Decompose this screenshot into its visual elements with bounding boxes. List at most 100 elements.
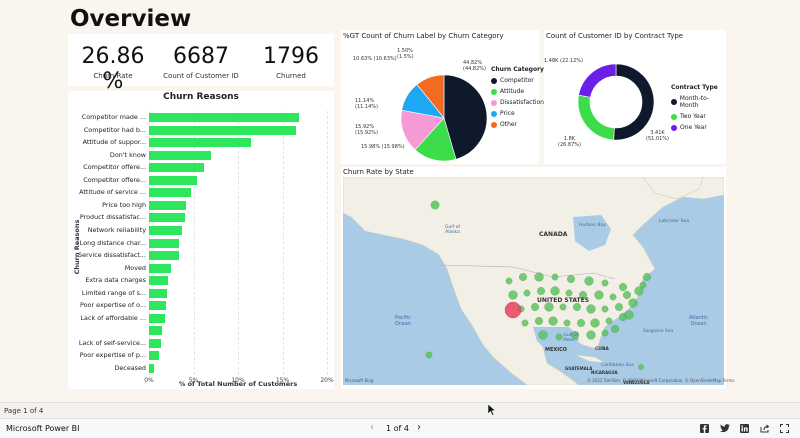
churn-reason-bar[interactable]: [149, 163, 205, 173]
map-label-gulf-alaska: Gulf of Alaska: [445, 225, 460, 235]
state-bubble[interactable]: [601, 305, 609, 313]
churn-reason-bar[interactable]: [149, 238, 180, 248]
state-bubble[interactable]: [601, 329, 609, 337]
churn-reason-bar[interactable]: [149, 313, 166, 323]
churn-reason-bar[interactable]: [149, 338, 162, 348]
twitter-icon[interactable]: [720, 424, 730, 433]
pie-legend-item[interactable]: Price: [491, 110, 544, 117]
churn-reason-bar[interactable]: [149, 213, 186, 223]
state-bubble[interactable]: [594, 290, 604, 300]
legend-label: Other: [500, 121, 518, 128]
state-bubble[interactable]: [534, 272, 544, 282]
donut-legend-item[interactable]: Month-to-Month: [671, 95, 726, 109]
state-bubble[interactable]: [538, 330, 548, 340]
pie-legend-item[interactable]: Attitude: [491, 88, 544, 95]
state-bubble[interactable]: [586, 330, 596, 340]
churn-reason-bar[interactable]: [149, 288, 167, 298]
state-bubble[interactable]: [565, 289, 573, 297]
state-bubble[interactable]: [572, 302, 581, 311]
state-bubble[interactable]: [586, 304, 596, 314]
state-bubble[interactable]: [578, 290, 587, 299]
share-icon[interactable]: [760, 424, 770, 433]
pie-legend-item[interactable]: Dissatisfaction: [491, 99, 544, 106]
state-bubble[interactable]: [536, 286, 545, 295]
state-bubble[interactable]: [566, 274, 575, 283]
contract-type-donut-visual[interactable]: Count of Customer ID by Contract Type 1.…: [544, 30, 726, 164]
state-bubble[interactable]: [576, 318, 585, 327]
pie-slice[interactable]: [443, 74, 488, 160]
churn-reason-bar[interactable]: [149, 326, 163, 336]
state-bubble[interactable]: [530, 302, 539, 311]
linkedin-icon[interactable]: [740, 424, 749, 433]
state-bubble[interactable]: [601, 279, 609, 287]
pie-title: %GT Count of Churn Label by Churn Catego…: [343, 32, 504, 40]
churn-reason-bar[interactable]: [149, 263, 172, 273]
next-page-button[interactable]: ›: [417, 422, 421, 433]
state-bubble[interactable]: [555, 333, 563, 341]
churn-reason-bar[interactable]: [149, 113, 300, 123]
pie-slice[interactable]: [414, 117, 457, 162]
pie-legend-item[interactable]: Other: [491, 121, 544, 128]
state-bubble[interactable]: [508, 290, 518, 300]
state-bubble[interactable]: [643, 272, 652, 281]
churn-reasons-visual[interactable]: Churn Reasons Churn Reasons 0% 5% 10% 15% 20…: [68, 91, 334, 389]
churn-reason-bar[interactable]: [149, 200, 187, 210]
facebook-icon[interactable]: [700, 424, 709, 433]
state-bubble[interactable]: [611, 324, 620, 333]
footer-bar: Microsoft Power BI ‹ 1 of 4 ›: [0, 418, 800, 438]
map-copyright: © 2022 TomTom, © 2022 Microsoft Corporat…: [587, 378, 735, 383]
state-bubble[interactable]: [518, 272, 527, 281]
donut-legend-item[interactable]: Two Year: [671, 113, 726, 120]
state-bubble[interactable]: [584, 276, 594, 286]
fullscreen-icon[interactable]: [780, 424, 789, 433]
state-bubble[interactable]: [615, 302, 624, 311]
churn-reason-bar[interactable]: [149, 225, 182, 235]
churn-reason-bar[interactable]: [149, 138, 252, 148]
state-bubble[interactable]: [550, 286, 560, 296]
prev-page-button[interactable]: ‹: [370, 422, 374, 433]
state-bubble[interactable]: [523, 289, 531, 297]
pie-legend-item[interactable]: Competitor: [491, 77, 544, 84]
donut-slice[interactable]: [578, 63, 617, 98]
state-bubble[interactable]: [559, 303, 567, 311]
state-bubble[interactable]: [505, 277, 513, 285]
state-bubble[interactable]: [628, 298, 638, 308]
map-canvas[interactable]: [343, 177, 724, 385]
donut-slice[interactable]: [577, 94, 615, 141]
state-bubble[interactable]: [563, 319, 571, 327]
map-label-pacific: Pacific Ocean: [395, 315, 411, 327]
state-bubble[interactable]: [570, 330, 579, 339]
churn-reason-bar[interactable]: [149, 150, 212, 160]
state-bubble[interactable]: [544, 302, 554, 312]
churn-reason-bar[interactable]: [149, 301, 166, 311]
state-bubble[interactable]: [605, 317, 613, 325]
churn-reason-bar[interactable]: [149, 125, 296, 135]
state-bubble[interactable]: [624, 310, 634, 320]
map-label-atlantic: Atlantic Ocean: [689, 315, 709, 327]
state-bubble[interactable]: [639, 281, 647, 289]
state-bubble[interactable]: [548, 316, 558, 326]
state-bubble[interactable]: [534, 316, 543, 325]
bar-category-label: Network reliability: [87, 225, 146, 234]
gridline: [327, 111, 328, 375]
pie-slice[interactable]: [416, 74, 445, 119]
state-bubble[interactable]: [623, 290, 632, 299]
churn-reason-bar[interactable]: [149, 175, 198, 185]
churn-by-state-map-visual[interactable]: Churn Rate by State CANADA UNITED STATES…: [341, 167, 734, 389]
donut-legend-item[interactable]: One Year: [671, 124, 726, 131]
state-bubble[interactable]: [619, 282, 628, 291]
churn-reason-bar[interactable]: [149, 276, 168, 286]
churn-category-pie-visual[interactable]: %GT Count of Churn Label by Churn Catego…: [341, 30, 544, 164]
donut-slice[interactable]: [613, 63, 655, 141]
california-large-bubble: [504, 301, 522, 319]
churn-reason-bar[interactable]: [149, 351, 159, 361]
state-bubble[interactable]: [634, 286, 644, 296]
state-bubble[interactable]: [609, 293, 617, 301]
state-bubble[interactable]: [551, 273, 559, 281]
churn-reason-bar[interactable]: [149, 188, 191, 198]
churn-reason-bar[interactable]: [149, 364, 155, 374]
bar-category-label: Poor expertise of o...: [80, 301, 146, 310]
churn-reason-bar[interactable]: [149, 251, 180, 261]
state-bubble[interactable]: [521, 319, 529, 327]
state-bubble[interactable]: [590, 318, 600, 328]
